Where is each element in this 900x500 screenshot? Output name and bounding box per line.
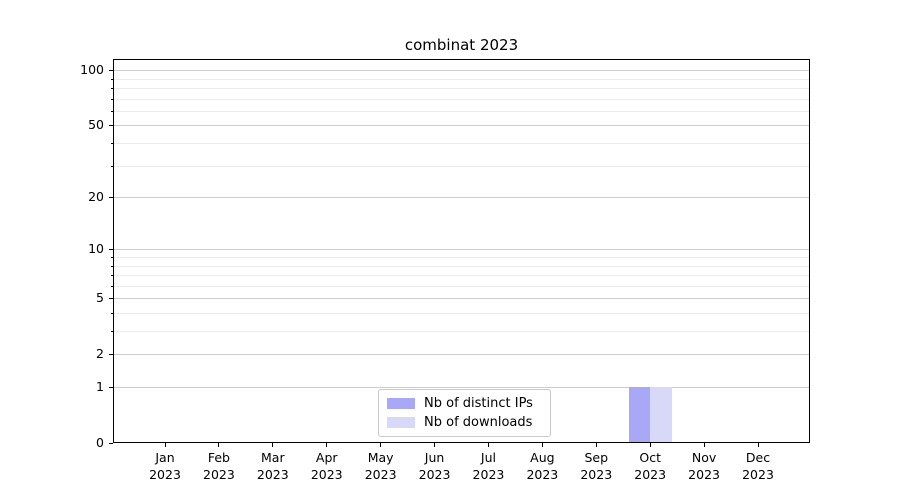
x-tick-mark [326, 443, 328, 447]
y-tick-mark [109, 70, 113, 72]
gridline-minor [113, 78, 810, 80]
x-tick-label: Jun 2023 [418, 450, 451, 482]
gridline-major [113, 249, 810, 251]
x-tick-mark [595, 443, 597, 447]
gridline-major [113, 354, 810, 356]
y-tick-mark [109, 197, 113, 199]
legend-label-distinct-ips: Nb of distinct IPs [424, 396, 533, 411]
x-tick-label: Jan 2023 [149, 450, 181, 482]
y-tick-mark [109, 354, 113, 356]
gridline-minor [113, 143, 810, 144]
y-minor-tick-mark [111, 331, 113, 332]
x-tick-label: Jul 2023 [472, 450, 505, 482]
y-tick-label: 10 [88, 241, 104, 257]
x-tick-mark [487, 443, 489, 447]
x-tick-label: Mar 2023 [256, 450, 289, 482]
x-tick-label: Apr 2023 [310, 450, 343, 482]
x-tick-mark [649, 443, 651, 447]
gridline-minor [113, 88, 810, 89]
y-minor-tick-mark [111, 98, 113, 100]
y-minor-tick-mark [111, 78, 113, 80]
y-tick-label: 2 [96, 346, 104, 362]
legend-item-distinct-ips: Nb of distinct IPs [387, 396, 542, 411]
y-tick-mark [109, 298, 113, 300]
y-tick-label: 1 [96, 379, 104, 394]
y-minor-tick-mark [111, 285, 113, 287]
x-tick-label: Oct 2023 [634, 450, 667, 482]
legend-item-downloads: Nb of downloads [387, 415, 542, 430]
gridline-minor [113, 110, 810, 112]
y-tick-label: 100 [80, 62, 104, 78]
gridline-major [113, 125, 810, 127]
gridline-minor [113, 98, 810, 100]
x-tick-label: May 2023 [364, 450, 397, 482]
y-tick-mark [109, 443, 113, 444]
x-tick-mark [380, 443, 382, 447]
y-tick-mark [109, 125, 113, 127]
x-tick-label: Nov 2023 [688, 450, 720, 482]
chart-title: combinat 2023 [404, 36, 519, 54]
legend-swatch-distinct-ips [387, 398, 415, 409]
x-tick-label: Dec 2023 [742, 450, 774, 482]
gridline-minor [113, 285, 810, 287]
gridline-minor [113, 256, 810, 258]
x-tick-label: Feb 2023 [203, 450, 235, 482]
x-tick-mark [541, 443, 543, 447]
x-tick-label: Sep 2023 [580, 450, 613, 482]
legend: Nb of distinct IPs Nb of downloads [378, 389, 551, 437]
y-tick-mark [109, 249, 113, 251]
gridline-major [113, 387, 810, 388]
y-tick-mark [109, 387, 113, 388]
y-minor-tick-mark [111, 312, 113, 314]
gridline-minor [113, 312, 810, 314]
x-tick-mark [218, 443, 220, 447]
y-minor-tick-mark [111, 256, 113, 258]
y-minor-tick-mark [111, 110, 113, 112]
gridline-minor [113, 165, 810, 167]
x-tick-mark [757, 443, 759, 447]
x-tick-label: Aug 2023 [526, 450, 559, 482]
y-tick-label: 0 [96, 435, 104, 450]
x-tick-mark [164, 443, 166, 447]
y-tick-label: 50 [88, 117, 104, 133]
y-tick-label: 5 [96, 290, 104, 306]
bar-downloads [650, 387, 672, 443]
y-minor-tick-mark [111, 265, 113, 267]
bar-distinct-ips [628, 387, 651, 443]
x-tick-mark [272, 443, 274, 447]
y-minor-tick-mark [111, 275, 113, 277]
gridline-minor [113, 275, 810, 277]
gridline-major [113, 197, 810, 199]
y-tick-label: 20 [88, 189, 104, 205]
gridline-major [113, 70, 810, 72]
y-minor-tick-mark [111, 165, 113, 167]
y-minor-tick-mark [111, 143, 113, 144]
plot-area [113, 59, 810, 443]
x-tick-mark [703, 443, 705, 447]
gridline-minor [113, 331, 810, 332]
legend-swatch-downloads [387, 417, 415, 428]
gridline-major [113, 298, 810, 300]
gridline-minor [113, 265, 810, 267]
x-tick-mark [434, 443, 436, 447]
legend-label-downloads: Nb of downloads [424, 415, 533, 430]
y-minor-tick-mark [111, 88, 113, 89]
